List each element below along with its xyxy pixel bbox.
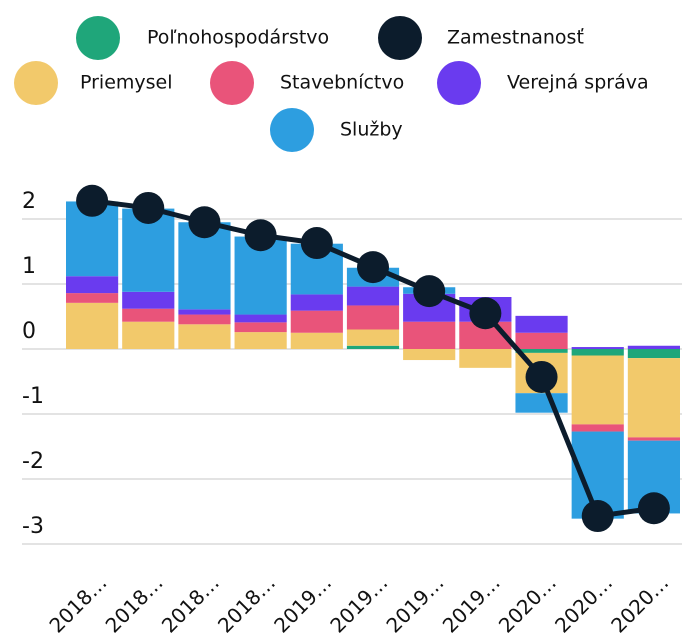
bar-segment xyxy=(571,424,624,432)
bar-segment xyxy=(627,349,680,359)
x-tick-label: 2019… xyxy=(381,570,448,637)
x-tick-label: 2020… xyxy=(606,570,673,637)
bar-segment xyxy=(346,286,400,306)
legend-label: Poľnohospodárstvo xyxy=(147,27,329,49)
legend-label: Zamestnanosť xyxy=(447,27,584,49)
bar-segment xyxy=(571,355,624,425)
bar-segment xyxy=(290,294,343,311)
bar-segment xyxy=(234,314,287,323)
legend-swatch xyxy=(437,61,481,105)
bar-segment xyxy=(178,324,231,349)
bar-segment xyxy=(178,309,231,315)
bar-segment xyxy=(459,349,512,368)
y-tick-label: 1 xyxy=(22,254,36,279)
bar-segment xyxy=(627,358,680,438)
x-tick-label: 2020… xyxy=(550,570,617,637)
x-tick-label: 2018… xyxy=(213,570,280,637)
x-tick-label: 2019… xyxy=(269,570,336,637)
bar-segment xyxy=(515,315,568,333)
legend-swatch xyxy=(76,16,120,60)
bar-segment xyxy=(178,314,231,325)
line-marker xyxy=(188,206,221,239)
bar-segment xyxy=(234,322,287,333)
line-marker xyxy=(132,191,165,224)
bar-segment xyxy=(290,332,343,349)
x-tick-label: 2019… xyxy=(438,570,505,637)
bar-segment xyxy=(290,310,343,333)
bar-segment xyxy=(346,329,400,346)
bar-segment xyxy=(403,321,456,349)
x-tick-label: 2018… xyxy=(101,570,168,637)
bar-segment xyxy=(515,332,568,349)
legend-swatch xyxy=(210,61,254,105)
legend-label: Priemysel xyxy=(80,72,173,94)
bar-segment xyxy=(66,302,119,349)
line-marker xyxy=(581,500,614,533)
line-marker xyxy=(525,360,558,393)
line xyxy=(91,198,655,519)
legend-swatch xyxy=(378,16,422,60)
bar-segment xyxy=(515,393,568,413)
line-marker xyxy=(469,297,502,330)
bar-segment xyxy=(403,349,456,361)
legend-label: Verejná správa xyxy=(507,72,649,94)
bar-segment xyxy=(571,349,624,356)
legend-swatch xyxy=(14,61,58,105)
bar-segment xyxy=(122,321,175,349)
x-tick-label: 2018… xyxy=(44,570,111,637)
x-tick-label: 2018… xyxy=(157,570,224,637)
line-marker xyxy=(76,184,109,217)
y-tick-label: 0 xyxy=(22,319,36,344)
legend-label: Stavebníctvo xyxy=(280,72,404,94)
bar-segment xyxy=(122,308,175,322)
y-tick-label: -1 xyxy=(22,384,44,409)
legend-swatch xyxy=(270,108,314,152)
x-tick-label: 2019… xyxy=(325,570,392,637)
y-tick-label: -3 xyxy=(22,514,44,539)
bar-segment xyxy=(515,349,568,353)
line-marker xyxy=(300,227,333,260)
bar-segment xyxy=(122,291,175,309)
legend-label: Služby xyxy=(340,119,403,141)
bar-segment xyxy=(627,345,680,349)
line-marker xyxy=(413,275,446,308)
line-marker xyxy=(637,492,670,525)
y-tick-label: -2 xyxy=(22,449,44,474)
bar-segment xyxy=(66,293,119,303)
bar-segment xyxy=(66,276,119,294)
bar-segment xyxy=(346,305,400,330)
line-marker xyxy=(357,251,389,284)
y-tick-label: 2 xyxy=(22,189,36,214)
line-marker xyxy=(244,219,277,252)
bar-segment xyxy=(571,347,624,349)
x-tick-label: 2020… xyxy=(494,570,561,637)
bar-segment xyxy=(346,345,400,349)
bar-segment xyxy=(234,332,287,349)
bar-segment xyxy=(627,437,680,441)
